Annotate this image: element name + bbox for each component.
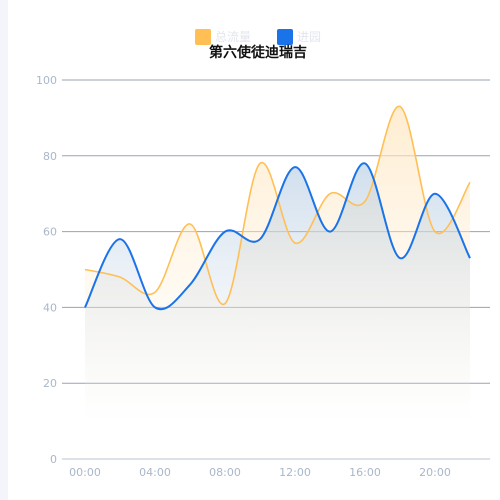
area-layer [85, 106, 470, 422]
legend-label-entry: 进园 [297, 30, 321, 44]
axis-layer: 0 20 40 60 80 100 00:00 04:00 08:00 12:00 16:00 20:… [36, 74, 451, 479]
legend: 总流量 进园 [195, 29, 321, 45]
x-tick-label: 20:00 [419, 466, 451, 479]
y-tick-label: 0 [50, 453, 57, 466]
line-layer [84, 105, 471, 311]
y-tick-label: 20 [43, 377, 57, 390]
x-tick-label: 16:00 [349, 466, 381, 479]
legend-label-total: 总流量 [215, 30, 251, 44]
chart-title: 第六使徒迪瑞吉 [209, 44, 307, 61]
y-tick-label: 40 [43, 301, 57, 314]
x-tick-label: 04:00 [139, 466, 171, 479]
legend-swatch-entry [277, 29, 293, 45]
area-fill-entry [85, 163, 470, 422]
y-tick-label: 80 [43, 150, 57, 163]
x-tick-label: 08:00 [209, 466, 241, 479]
legend-swatch-total [195, 29, 211, 45]
sidebar-edge [0, 0, 8, 500]
x-tick-label: 00:00 [69, 466, 101, 479]
legend-item-entry[interactable]: 进园 [277, 29, 321, 45]
y-tick-label: 100 [36, 74, 57, 87]
x-tick-label: 12:00 [279, 466, 311, 479]
series-line-entry [84, 162, 471, 311]
legend-item-total[interactable]: 总流量 [195, 29, 251, 45]
y-tick-label: 60 [43, 226, 57, 239]
